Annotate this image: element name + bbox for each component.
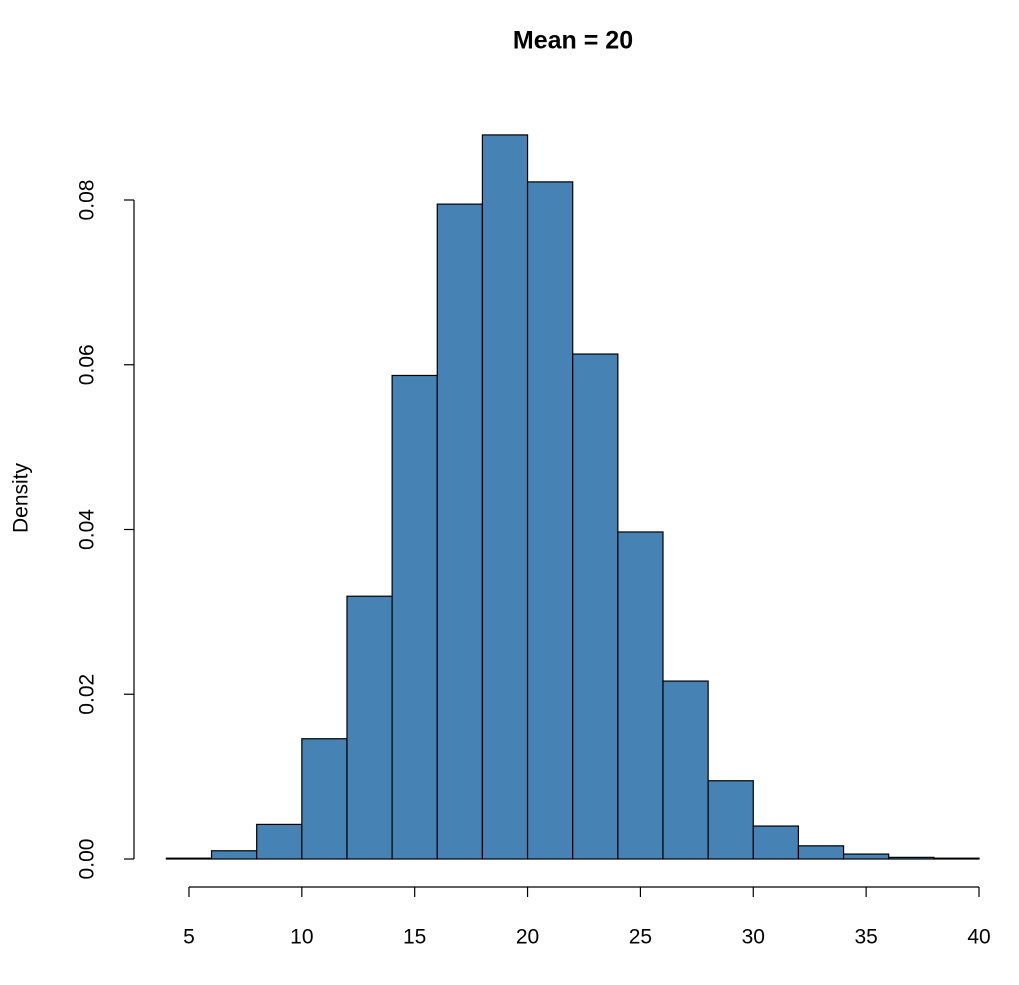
bar (165, 857, 213, 860)
bar (436, 203, 484, 860)
bar (572, 353, 619, 860)
x-tick-label: 35 (854, 926, 877, 949)
y-tick-label: 0.06 (76, 344, 99, 385)
y-axis-label: Density (10, 462, 33, 533)
y-tick-label: 0.00 (76, 839, 99, 880)
y-tick-label: 0.04 (76, 509, 99, 550)
chart-title: Mean = 20 (513, 27, 633, 55)
bar (481, 134, 529, 860)
y-tick-label: 0.08 (76, 180, 99, 221)
bar (842, 853, 890, 860)
bar (888, 856, 935, 860)
bar (662, 680, 709, 860)
bar (707, 780, 754, 860)
x-tick-label: 20 (516, 926, 539, 949)
bar (256, 823, 303, 860)
bar (933, 857, 980, 860)
bar (752, 825, 800, 860)
x-tick-label: 15 (403, 926, 426, 949)
bar (301, 738, 348, 860)
x-tick-label: 5 (183, 926, 195, 949)
x-tick-label: 40 (967, 926, 990, 949)
bar (797, 845, 845, 860)
bar (526, 181, 574, 860)
x-tick-label: 25 (629, 926, 652, 949)
bar (210, 850, 258, 860)
x-tick-label: 30 (742, 926, 765, 949)
bar (346, 595, 393, 860)
bar (391, 374, 438, 860)
x-tick-label: 10 (290, 926, 313, 949)
y-tick-label: 0.02 (76, 674, 99, 715)
bar (617, 531, 664, 860)
